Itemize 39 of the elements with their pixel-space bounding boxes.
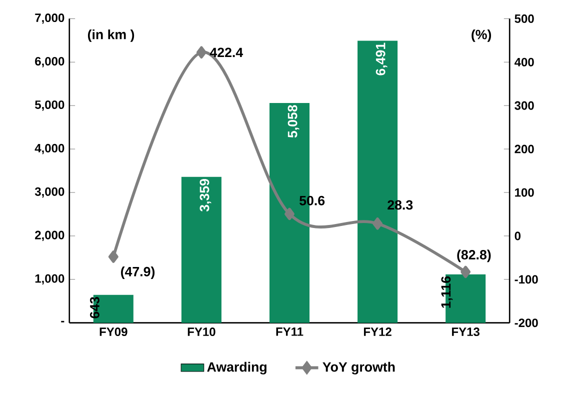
data-label: 643 <box>90 297 100 318</box>
x-tick-label: FY13 <box>452 328 480 336</box>
data-label: 6,491 <box>376 42 388 76</box>
point <box>196 46 206 59</box>
annotation: (in km ) <box>88 30 134 42</box>
data-label: 1,116 <box>441 276 453 308</box>
y2-tick-label: 100 <box>515 188 534 197</box>
point <box>372 218 383 230</box>
y-tick-label: 5,000 <box>34 100 64 111</box>
legend-label: YoY growth <box>322 362 395 375</box>
x-tick-label: FY09 <box>100 328 128 336</box>
x-tick-label: FY12 <box>364 328 392 336</box>
y2-tick-label: 0 <box>514 232 521 240</box>
data-label: (47.9) <box>121 266 155 280</box>
y2-tick-label: 400 <box>514 58 534 67</box>
y2-tick-label: -100 <box>514 275 538 284</box>
y-tick-label: 2,000 <box>35 231 64 242</box>
annotation: (%) <box>472 30 492 42</box>
legend-label: Awarding <box>207 362 266 375</box>
data-label: 422.4 <box>210 48 244 58</box>
y-tick-label: 3,000 <box>34 188 64 198</box>
y-tick-label: 6,000 <box>35 57 64 68</box>
y2-tick-label: 500 <box>514 14 534 24</box>
data-label: (82.8) <box>457 250 491 262</box>
bar <box>181 177 222 324</box>
data-label: 5,058 <box>288 105 300 138</box>
data-label: 3,359 <box>200 179 212 212</box>
y2-tick-label: 200 <box>514 144 534 154</box>
y-tick-label: - <box>61 321 64 323</box>
point <box>284 208 294 220</box>
point <box>460 266 471 278</box>
point <box>108 250 118 264</box>
y-tick-label: 4,000 <box>34 144 64 154</box>
y2-tick-label: -200 <box>514 318 538 328</box>
y-tick-label: 7,000 <box>35 14 64 24</box>
y-tick-label: 1,000 <box>35 274 64 285</box>
x-tick-label: FY11 <box>276 328 304 336</box>
y2-tick-label: 300 <box>514 102 534 110</box>
x-tick-label: FY10 <box>188 328 216 336</box>
